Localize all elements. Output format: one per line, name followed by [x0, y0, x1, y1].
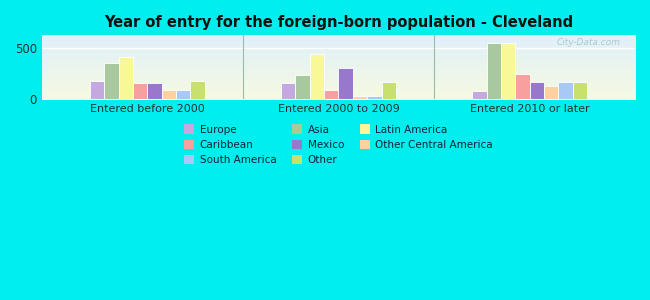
- Bar: [162, 90, 176, 99]
- Bar: [382, 82, 396, 99]
- Title: Year of entry for the foreign-born population - Cleveland: Year of entry for the foreign-born popul…: [104, 15, 573, 30]
- Bar: [487, 43, 501, 99]
- Bar: [296, 75, 310, 99]
- Bar: [176, 90, 190, 99]
- Bar: [281, 83, 296, 99]
- Bar: [473, 91, 487, 99]
- Bar: [190, 81, 205, 99]
- Bar: [104, 64, 118, 99]
- Bar: [573, 82, 587, 99]
- Text: City-Data.com: City-Data.com: [556, 38, 620, 47]
- Bar: [544, 86, 558, 99]
- Bar: [339, 68, 353, 99]
- Bar: [515, 74, 530, 99]
- Bar: [310, 54, 324, 99]
- Bar: [324, 90, 339, 99]
- Bar: [133, 83, 147, 99]
- Legend: Europe, Caribbean, South America, Asia, Mexico, Other, Latin America, Other Cent: Europe, Caribbean, South America, Asia, …: [184, 124, 493, 165]
- Bar: [558, 82, 573, 99]
- Bar: [147, 82, 162, 99]
- Bar: [530, 82, 544, 99]
- Bar: [501, 43, 515, 99]
- Bar: [353, 96, 367, 99]
- Bar: [90, 81, 104, 99]
- Bar: [118, 57, 133, 99]
- Bar: [367, 96, 382, 99]
